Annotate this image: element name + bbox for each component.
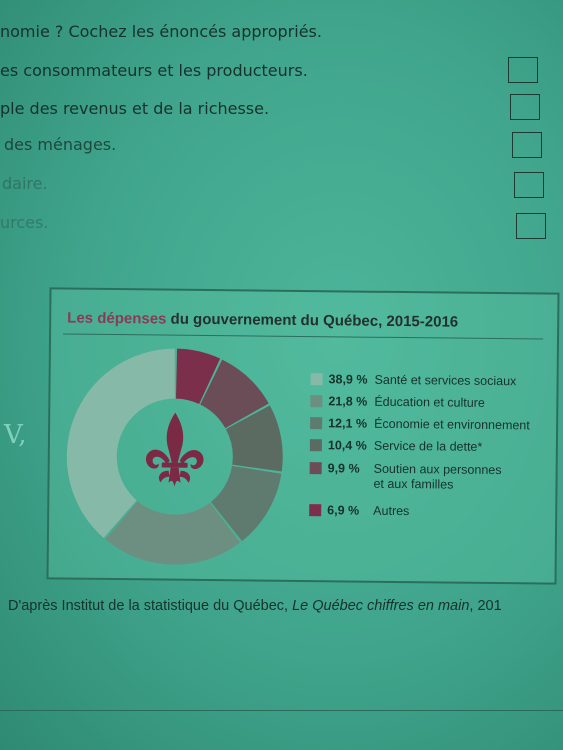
- donut-slices: [66, 348, 283, 565]
- question-line-3: ple des revenus et de la richesse.: [0, 99, 270, 118]
- checkbox-1[interactable]: [508, 57, 538, 83]
- chart-title-rest: du gouvernement du Québec, 2015-2016: [166, 310, 459, 331]
- legend-item-sante: 38,9 % Santé et services sociaux: [310, 372, 517, 389]
- legend-value: 21,8 %: [328, 394, 368, 409]
- checkbox-3[interactable]: [512, 132, 542, 158]
- checkbox-4[interactable]: [514, 172, 544, 198]
- legend-value: 10,4 %: [327, 438, 367, 453]
- chart-panel: Les dépenses du gouvernement du Québec, …: [46, 287, 560, 585]
- question-line-1: nomie ? Cochez les énoncés appropriés.: [0, 22, 322, 41]
- legend-label: Service de la dette*: [373, 438, 483, 454]
- legend-label: Soutien aux personnes et aux familles: [373, 462, 501, 493]
- donut-chart: [66, 348, 283, 565]
- legend-swatch: [309, 462, 322, 475]
- legend-value: 38,9 %: [328, 372, 368, 387]
- legend-label-line1: Soutien aux personnes: [373, 461, 502, 478]
- source-title: Le Québec chiffres en main: [292, 598, 470, 614]
- legend-swatch: [309, 504, 322, 517]
- source-citation: D'après Institut de la statistique du Qu…: [8, 598, 502, 614]
- legend-label: Santé et services sociaux: [374, 372, 517, 389]
- answer-line: [0, 710, 563, 711]
- legend-item-dette: 10,4 % Service de la dette*: [309, 438, 483, 455]
- handwritten-mark: V,: [4, 420, 27, 450]
- legend-label: Éducation et culture: [374, 394, 485, 410]
- legend-value: 12,1 %: [328, 416, 368, 431]
- checkbox-2[interactable]: [510, 94, 540, 120]
- donut-slice-5: [175, 348, 221, 405]
- donut-slice-0: [66, 348, 175, 538]
- checkbox-5[interactable]: [516, 213, 546, 239]
- source-suffix: , 201: [469, 598, 502, 614]
- legend-swatch: [310, 395, 323, 408]
- legend-value: 9,9 %: [327, 461, 360, 476]
- legend-swatch: [310, 417, 323, 430]
- legend-label-line2: et aux familles: [373, 476, 454, 492]
- chart-title: Les dépenses du gouvernement du Québec, …: [67, 310, 458, 331]
- donut-slice-3: [225, 405, 283, 472]
- question-line-2: es consommateurs et les producteurs.: [0, 61, 308, 80]
- legend-label: Autres: [373, 503, 410, 519]
- donut-slice-2: [210, 465, 282, 542]
- question-line-4: des ménages.: [4, 135, 117, 154]
- legend-item-autres: 6,9 % Autres: [309, 503, 409, 519]
- chart-title-accent: Les dépenses: [67, 309, 167, 328]
- legend-swatch: [309, 439, 322, 452]
- legend-item-education: 21,8 % Éducation et culture: [310, 394, 485, 411]
- donut-slice-1: [105, 501, 241, 565]
- legend-label: Économie et environnement: [374, 416, 530, 433]
- legend-value: 6,9 %: [327, 503, 360, 518]
- source-prefix: D'après Institut de la statistique du Qu…: [8, 598, 293, 614]
- legend-item-soutien: 9,9 % Soutien aux personnes et aux famil…: [309, 461, 502, 493]
- question-line-5: daire.: [2, 174, 48, 193]
- donut-slice-4: [200, 359, 269, 429]
- fleur-de-lis-icon: [145, 412, 204, 487]
- legend-swatch: [310, 373, 323, 386]
- question-line-6: urces.: [0, 213, 49, 232]
- legend-item-economie: 12,1 % Économie et environnement: [310, 416, 530, 433]
